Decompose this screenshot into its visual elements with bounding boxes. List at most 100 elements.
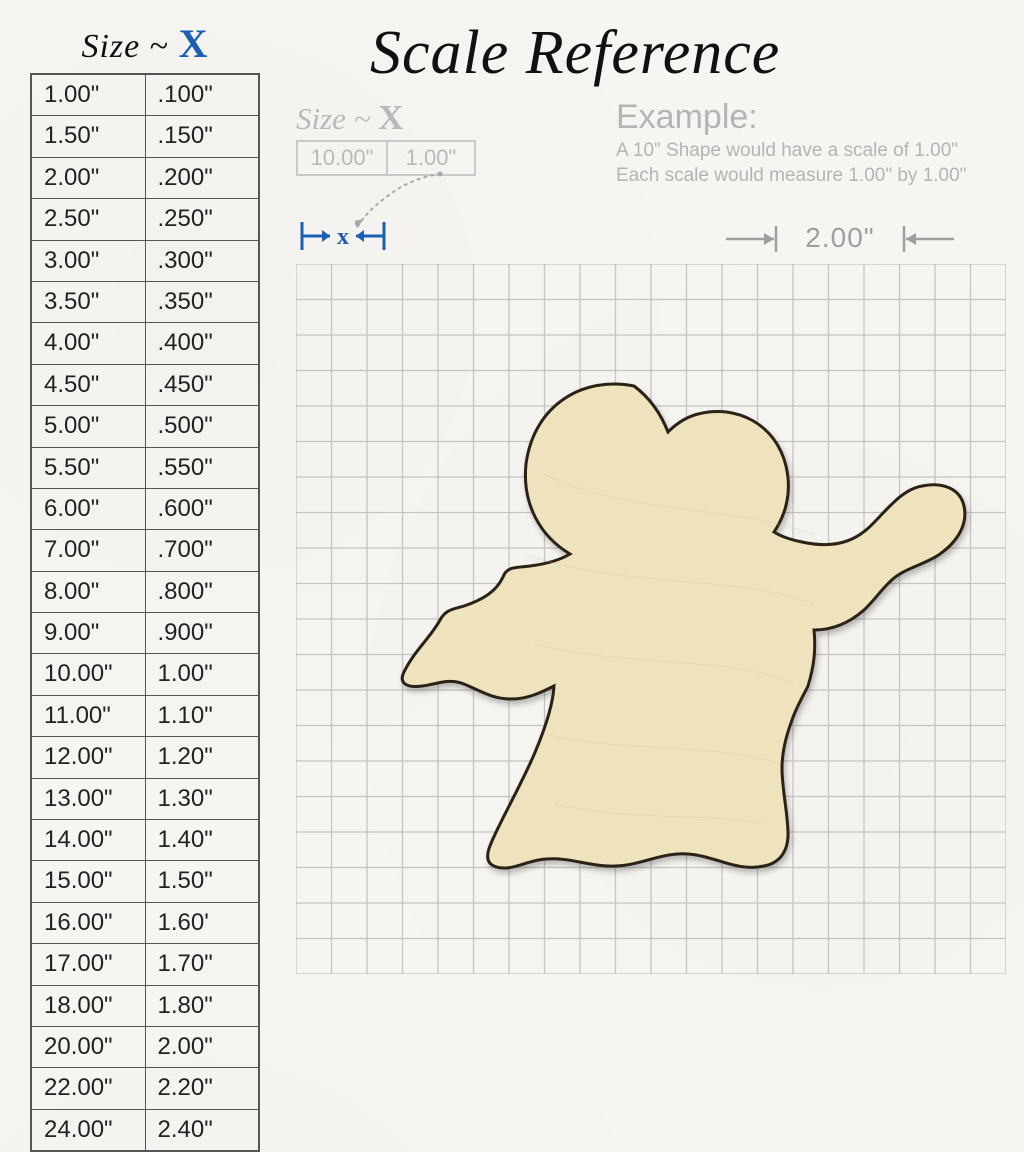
size-cell-scale: .500"	[145, 406, 259, 447]
size-cell-shape: 4.00"	[31, 323, 145, 364]
table-row: 5.50".550"	[31, 447, 259, 488]
size-cell-scale: .600"	[145, 488, 259, 529]
size-cell-scale: 1.00"	[145, 654, 259, 695]
size-cell-shape: 14.00"	[31, 820, 145, 861]
size-cell-scale: 1.20"	[145, 737, 259, 778]
size-cell-shape: 1.00"	[31, 74, 145, 116]
size-cell-scale: 2.00"	[145, 1026, 259, 1067]
size-cell-scale: .450"	[145, 364, 259, 405]
size-cell-shape: 3.50"	[31, 281, 145, 322]
size-label-x: X	[179, 21, 209, 66]
example-line-1: A 10" Shape would have a scale of 1.00"	[616, 139, 966, 164]
table-row: 24.00"2.40"	[31, 1109, 259, 1151]
table-row: 7.00".700"	[31, 530, 259, 571]
table-row: 11.00"1.10"	[31, 695, 259, 736]
table-row: 3.50".350"	[31, 281, 259, 322]
table-row: 3.00".300"	[31, 240, 259, 281]
table-row: 17.00"1.70"	[31, 944, 259, 985]
table-row: 13.00"1.30"	[31, 778, 259, 819]
table-row: 4.50".450"	[31, 364, 259, 405]
size-cell-shape: 8.00"	[31, 571, 145, 612]
size-cell-scale: 1.70"	[145, 944, 259, 985]
size-cell-shape: 18.00"	[31, 985, 145, 1026]
table-row: 20.00"2.00"	[31, 1026, 259, 1067]
example-text-block: Example: A 10" Shape would have a scale …	[616, 98, 966, 188]
size-cell-shape: 2.50"	[31, 199, 145, 240]
size-cell-shape: 16.00"	[31, 902, 145, 943]
size-cell-shape: 3.00"	[31, 240, 145, 281]
page-title: Scale Reference	[370, 18, 780, 89]
size-cell-scale: 2.20"	[145, 1068, 259, 1109]
table-row: 16.00"1.60'	[31, 902, 259, 943]
size-cell-scale: .200"	[145, 157, 259, 198]
size-cell-shape: 9.00"	[31, 613, 145, 654]
size-cell-shape: 22.00"	[31, 1068, 145, 1109]
table-row: 2.00".200"	[31, 157, 259, 198]
size-cell-scale: .150"	[145, 116, 259, 157]
x-bracket: x	[296, 216, 390, 256]
size-table-block: Size ~ X 1.00".100"1.50".150"2.00".200"2…	[30, 20, 260, 1152]
size-cell-shape: 5.00"	[31, 406, 145, 447]
table-row: 2.50".250"	[31, 199, 259, 240]
table-row: 9.00".900"	[31, 613, 259, 654]
size-cell-shape: 7.00"	[31, 530, 145, 571]
size-cell-scale: 1.30"	[145, 778, 259, 819]
size-cell-shape: 6.00"	[31, 488, 145, 529]
size-cell-scale: .800"	[145, 571, 259, 612]
size-cell-scale: .350"	[145, 281, 259, 322]
size-cell-scale: 1.60'	[145, 902, 259, 943]
size-label-dash: ~	[150, 28, 169, 65]
size-cell-shape: 10.00"	[31, 654, 145, 695]
size-cell-shape: 1.50"	[31, 116, 145, 157]
table-row: 22.00"2.20"	[31, 1068, 259, 1109]
size-cell-scale: .250"	[145, 199, 259, 240]
size-table: 1.00".100"1.50".150"2.00".200"2.50".250"…	[30, 73, 260, 1152]
size-cell-scale: .900"	[145, 613, 259, 654]
table-row: 5.00".500"	[31, 406, 259, 447]
table-row: 8.00".800"	[31, 571, 259, 612]
size-cell-shape: 2.00"	[31, 157, 145, 198]
table-row: 6.00".600"	[31, 488, 259, 529]
table-row: 15.00"1.50"	[31, 861, 259, 902]
size-cell-scale: .300"	[145, 240, 259, 281]
size-cell-scale: 1.80"	[145, 985, 259, 1026]
size-cell-shape: 12.00"	[31, 737, 145, 778]
table-row: 1.00".100"	[31, 74, 259, 116]
size-table-header: Size ~ X	[30, 20, 260, 67]
x-bracket-label: x	[337, 224, 349, 250]
size-cell-scale: 1.50"	[145, 861, 259, 902]
example-size-box: Size ~ X 10.00" 1.00"	[296, 98, 476, 176]
scale-dimension: 2.00"	[720, 222, 960, 256]
size-cell-scale: .100"	[145, 74, 259, 116]
example-line-2: Each scale would measure 1.00" by 1.00"	[616, 164, 966, 189]
reference-grid	[296, 264, 1006, 974]
size-label-prefix: Size	[81, 28, 140, 65]
table-row: 10.00"1.00"	[31, 654, 259, 695]
size-cell-shape: 24.00"	[31, 1109, 145, 1151]
size-cell-scale: .700"	[145, 530, 259, 571]
table-row: 4.00".400"	[31, 323, 259, 364]
table-row: 1.50".150"	[31, 116, 259, 157]
example-label-x: X	[378, 98, 403, 137]
size-cell-shape: 17.00"	[31, 944, 145, 985]
size-cell-shape: 13.00"	[31, 778, 145, 819]
size-cell-shape: 5.50"	[31, 447, 145, 488]
table-row: 18.00"1.80"	[31, 985, 259, 1026]
size-cell-shape: 15.00"	[31, 861, 145, 902]
table-row: 14.00"1.40"	[31, 820, 259, 861]
size-cell-scale: 1.10"	[145, 695, 259, 736]
ghost-shape	[384, 354, 974, 894]
example-heading: Example:	[616, 98, 966, 137]
example-label-dash: ~	[354, 101, 371, 136]
example-size-label: Size ~ X	[296, 98, 476, 138]
size-cell-scale: .400"	[145, 323, 259, 364]
size-cell-shape: 20.00"	[31, 1026, 145, 1067]
size-cell-shape: 11.00"	[31, 695, 145, 736]
example-label-prefix: Size	[296, 101, 346, 136]
table-row: 12.00"1.20"	[31, 737, 259, 778]
size-cell-scale: .550"	[145, 447, 259, 488]
size-cell-scale: 1.40"	[145, 820, 259, 861]
size-cell-scale: 2.40"	[145, 1109, 259, 1151]
size-cell-shape: 4.50"	[31, 364, 145, 405]
scale-dimension-value: 2.00"	[720, 222, 960, 254]
